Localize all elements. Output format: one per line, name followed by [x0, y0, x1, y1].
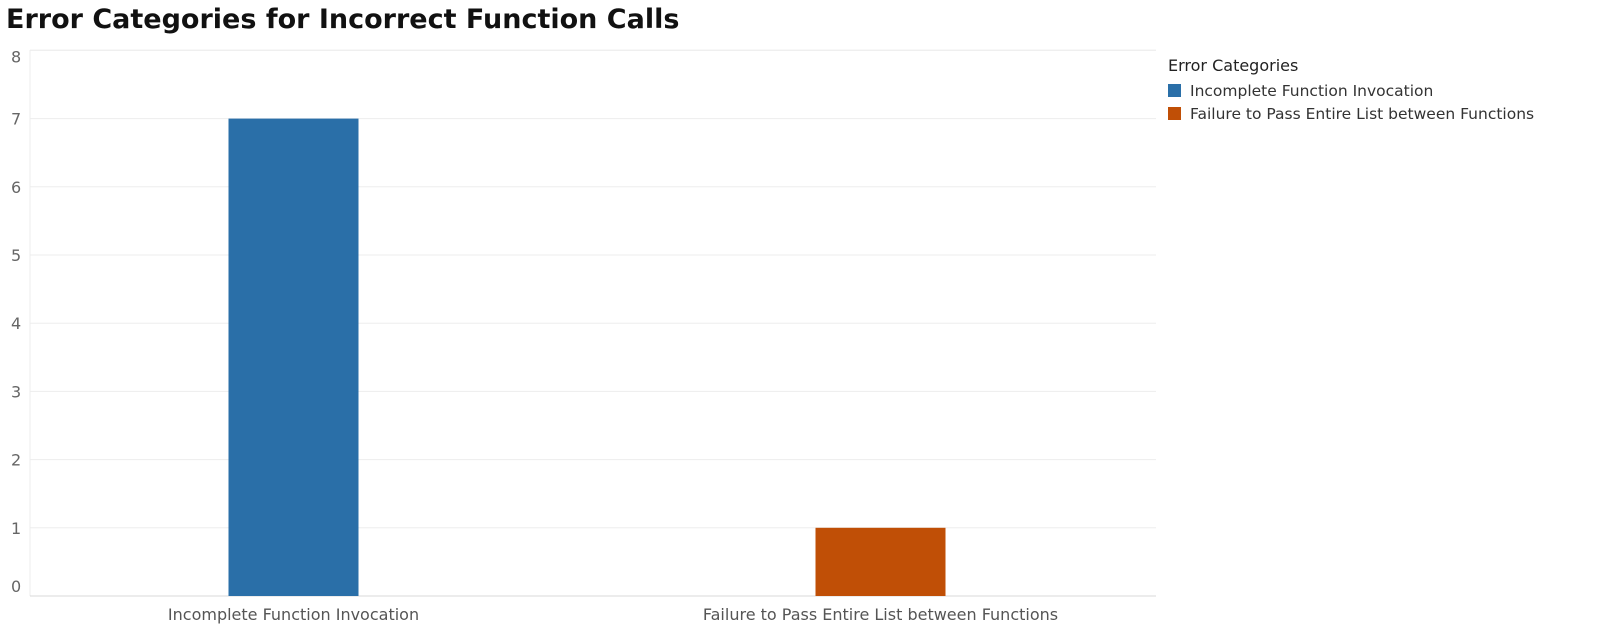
legend-label: Incomplete Function Invocation	[1190, 81, 1434, 100]
legend: Error Categories Incomplete Function Inv…	[1168, 56, 1534, 125]
legend-item[interactable]: Incomplete Function Invocation	[1168, 79, 1534, 102]
x-axis-labels: Incomplete Function Invocation Failure to…	[168, 605, 1058, 624]
y-tick-label: 4	[11, 314, 21, 333]
y-tick-label: 2	[11, 451, 21, 470]
y-tick-label: 0	[11, 577, 21, 596]
x-category-label: Incomplete Function Invocation	[168, 605, 419, 624]
bar[interactable]	[228, 118, 359, 596]
y-tick-label: 1	[11, 519, 21, 538]
x-category-label: Failure to Pass Entire List between Func…	[703, 605, 1058, 624]
legend-label: Failure to Pass Entire List between Func…	[1190, 104, 1535, 123]
chart-title: Error Categories for Incorrect Function …	[6, 4, 680, 35]
y-tick-label: 6	[11, 178, 21, 197]
y-tick-label: 7	[11, 110, 21, 129]
legend-item[interactable]: Failure to Pass Entire List between Func…	[1168, 102, 1534, 125]
y-axis-ticks: 0 1 2 3 4 5 6 7 8	[11, 47, 21, 596]
y-tick-label: 3	[11, 382, 21, 401]
chart-plot: 0 1 2 3 4 5 6 7 8 Incomplete Function Invocation…	[11, 47, 1156, 624]
y-tick-label: 8	[11, 47, 21, 66]
legend-swatch	[1168, 84, 1181, 97]
bar[interactable]	[815, 527, 946, 596]
legend-title: Error Categories	[1168, 56, 1299, 75]
gridlines	[29, 49, 1156, 597]
bars	[228, 118, 946, 596]
legend-swatch	[1168, 107, 1181, 120]
y-tick-label: 5	[11, 246, 21, 265]
